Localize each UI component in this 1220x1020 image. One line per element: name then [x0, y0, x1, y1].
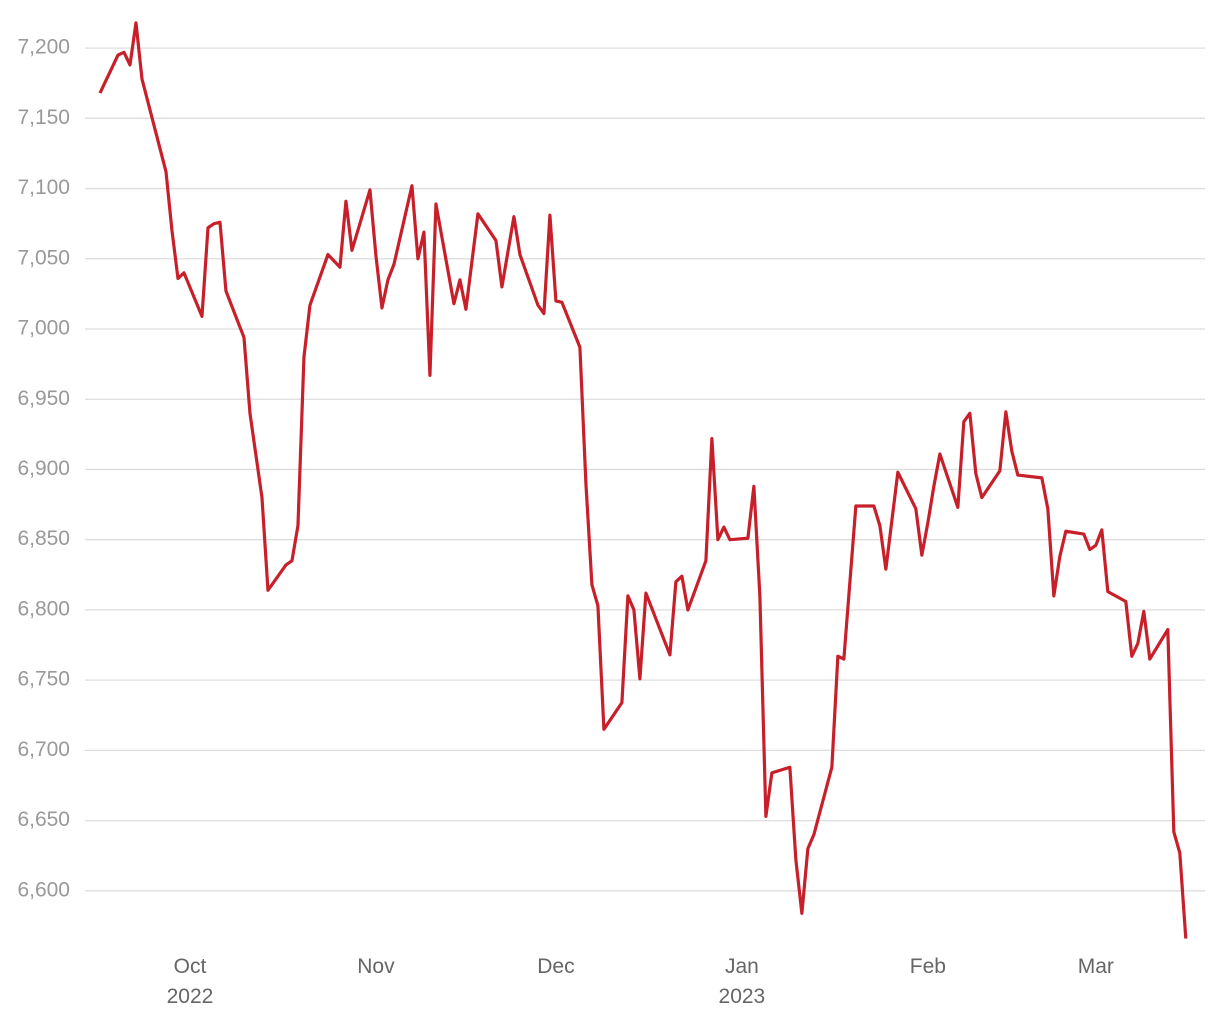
y-tick-label: 7,000	[17, 317, 70, 340]
line	[98, 21, 1188, 939]
y-tick-label: 6,850	[17, 527, 70, 550]
y-tick-label: 7,150	[17, 106, 70, 129]
y-tick-label: 7,050	[17, 246, 70, 269]
x-tick-label: Jan 2023	[718, 955, 766, 1008]
y-tick-label: 7,200	[17, 36, 70, 59]
x-tick-label: Oct 2022	[166, 955, 214, 1008]
y-tick-label: 6,700	[17, 738, 70, 761]
y-tick-label: 6,800	[17, 597, 70, 620]
y-tick-label: 6,650	[17, 808, 70, 831]
y-tick-label: 6,950	[17, 387, 70, 410]
y-tick-label: 6,600	[17, 878, 70, 901]
y-tick-label: 6,900	[17, 457, 70, 480]
x-tick-label: Dec	[537, 955, 575, 978]
y-tick-label: 7,100	[17, 176, 70, 199]
x-tick-label: Mar	[1077, 955, 1114, 978]
y-tick-label: 6,750	[17, 668, 70, 691]
x-tick-label: Nov	[357, 955, 395, 978]
x-tick-label: Feb	[909, 955, 946, 978]
